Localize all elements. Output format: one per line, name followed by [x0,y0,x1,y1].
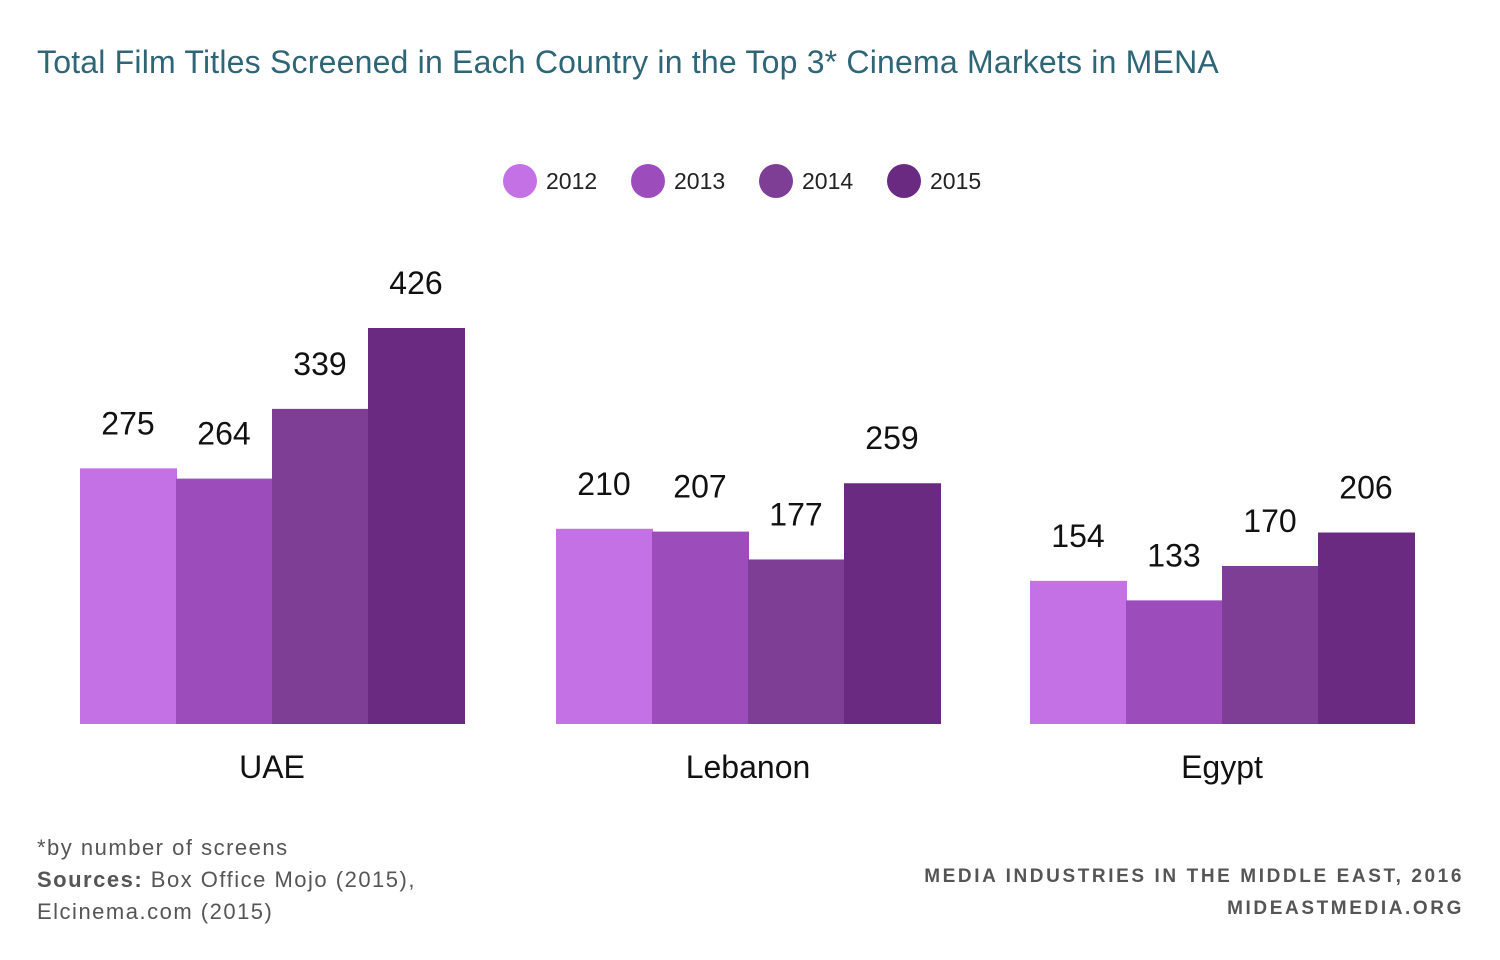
category-label-lebanon: Lebanon [686,749,811,785]
bar-lebanon-2013 [652,531,749,724]
bar-lebanon-2015 [844,483,941,724]
footnote-sources-line-2: Elcinema.com (2015) [37,899,274,924]
category-label-uae: UAE [239,749,305,785]
value-label-uae-2015: 426 [389,265,442,301]
value-label-egypt-2015: 206 [1339,470,1392,506]
value-label-egypt-2013: 133 [1147,537,1200,573]
bar-egypt-2013 [1126,600,1223,724]
value-label-lebanon-2012: 210 [577,466,630,502]
legend-label-2014: 2014 [802,168,853,194]
legend-label-2013: 2013 [674,168,725,194]
footnote-sources: Sources: Box Office Mojo (2015), [37,864,416,896]
bar-lebanon-2012 [556,528,653,724]
category-label-egypt: Egypt [1181,749,1263,785]
sources-key: Sources: [37,867,144,892]
value-label-egypt-2014: 170 [1243,503,1296,539]
bar-lebanon-2014 [748,559,845,724]
bars [80,328,1415,724]
chart-title: Total Film Titles Screened in Each Count… [37,44,1219,80]
category-labels: UAE Lebanon Egypt [239,749,1263,785]
bar-uae-2013 [176,478,273,724]
value-labels: 275 264 339 426 210 207 177 259 154 133 170 206 [101,265,1392,573]
value-label-uae-2014: 339 [293,346,346,382]
legend-label-2012: 2012 [546,168,597,194]
bar-uae-2014 [272,408,369,724]
legend-swatch-2015 [887,164,921,198]
value-label-lebanon-2015: 259 [865,420,918,456]
value-label-lebanon-2014: 177 [769,496,822,532]
value-label-lebanon-2013: 207 [673,469,726,505]
footnote: *by number of screens Sources: Box Offic… [37,832,416,928]
sources-line-1: Box Office Mojo (2015), [143,867,416,892]
bar-egypt-2014 [1222,565,1319,724]
legend-swatch-2014 [759,164,793,198]
bar-uae-2015 [368,328,465,724]
credit: MEDIA INDUSTRIES IN THE MIDDLE EAST, 201… [924,861,1464,925]
credit-line-2: MIDEASTMEDIA.ORG [1227,898,1464,919]
legend-label-2015: 2015 [930,168,981,194]
legend: 2012 2013 2014 2015 [503,164,981,198]
value-label-uae-2013: 264 [197,416,250,452]
legend-swatch-2012 [503,164,537,198]
bar-egypt-2015 [1318,532,1415,724]
bar-uae-2012 [80,468,177,724]
footnote-note: *by number of screens [37,835,289,860]
value-label-uae-2012: 275 [101,405,154,441]
bar-egypt-2012 [1030,580,1127,724]
legend-swatch-2013 [631,164,665,198]
credit-line-1: MEDIA INDUSTRIES IN THE MIDDLE EAST, 201… [924,866,1464,887]
value-label-egypt-2012: 154 [1051,518,1104,554]
